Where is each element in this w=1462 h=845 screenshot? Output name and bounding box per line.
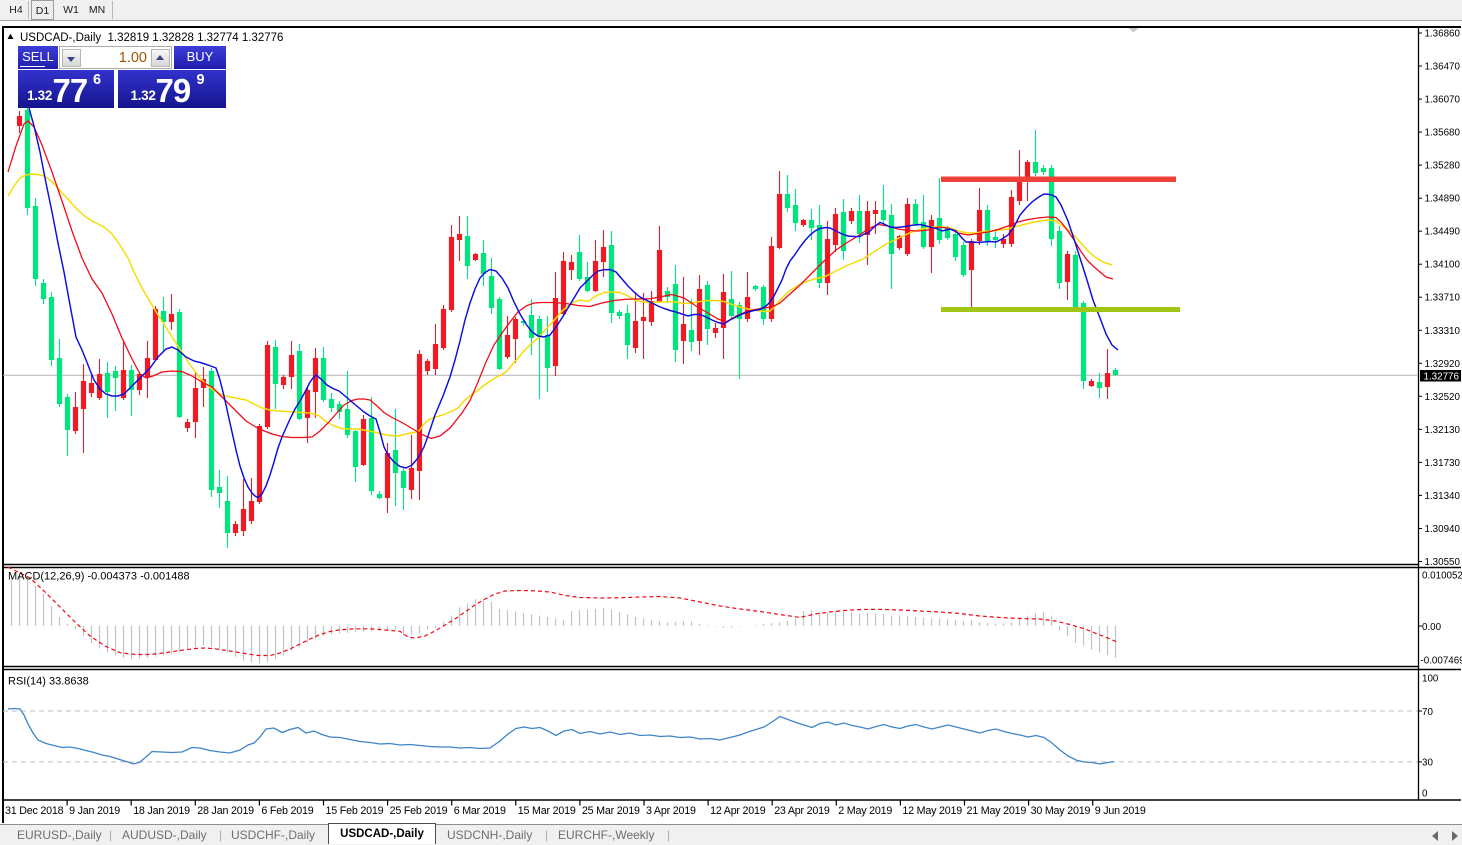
- svg-text:0.010052: 0.010052: [1422, 571, 1462, 582]
- svg-text:100: 100: [1422, 674, 1439, 685]
- svg-text:1.33710: 1.33710: [1425, 293, 1461, 304]
- svg-text:12 May 2019: 12 May 2019: [902, 805, 962, 817]
- svg-text:1.36470: 1.36470: [1425, 62, 1461, 73]
- svg-text:3 Apr 2019: 3 Apr 2019: [646, 805, 696, 817]
- svg-text:0: 0: [1422, 788, 1428, 799]
- svg-text:1.32776: 1.32776: [1424, 371, 1460, 382]
- svg-text:1.34100: 1.34100: [1425, 260, 1461, 271]
- svg-text:9 Jan 2019: 9 Jan 2019: [69, 805, 120, 817]
- svg-text:1.32520: 1.32520: [1425, 392, 1461, 403]
- svg-text:30: 30: [1422, 758, 1433, 769]
- svg-text:1.36070: 1.36070: [1425, 95, 1461, 106]
- svg-text:RSI(14) 33.8638: RSI(14) 33.8638: [8, 676, 89, 688]
- svg-text:15 Mar 2019: 15 Mar 2019: [518, 805, 576, 817]
- svg-text:21 May 2019: 21 May 2019: [967, 805, 1027, 817]
- svg-text:9 Jun 2019: 9 Jun 2019: [1095, 805, 1146, 817]
- svg-text:2 May 2019: 2 May 2019: [838, 805, 892, 817]
- svg-text:1.31340: 1.31340: [1425, 491, 1461, 502]
- svg-text:1.31730: 1.31730: [1425, 458, 1461, 469]
- svg-text:6 Mar 2019: 6 Mar 2019: [454, 805, 506, 817]
- svg-text:31 Dec 2018: 31 Dec 2018: [5, 805, 64, 817]
- svg-text:-0.007469: -0.007469: [1421, 656, 1462, 667]
- svg-text:MACD(12,26,9) -0.004373 -0.001: MACD(12,26,9) -0.004373 -0.001488: [8, 571, 190, 583]
- svg-text:12 Apr 2019: 12 Apr 2019: [710, 805, 766, 817]
- svg-text:1.32130: 1.32130: [1425, 425, 1461, 436]
- svg-text:23 Apr 2019: 23 Apr 2019: [774, 805, 830, 817]
- svg-text:1.32920: 1.32920: [1425, 359, 1461, 370]
- svg-text:1.34490: 1.34490: [1425, 227, 1461, 238]
- svg-text:1.30550: 1.30550: [1425, 557, 1461, 568]
- svg-text:6 Feb 2019: 6 Feb 2019: [261, 805, 313, 817]
- svg-text:1.34890: 1.34890: [1425, 194, 1461, 205]
- svg-text:15 Feb 2019: 15 Feb 2019: [326, 805, 384, 817]
- svg-text:28 Jan 2019: 28 Jan 2019: [197, 805, 254, 817]
- svg-text:1.33310: 1.33310: [1425, 326, 1461, 337]
- svg-text:18 Jan 2019: 18 Jan 2019: [133, 805, 190, 817]
- svg-text:25 Mar 2019: 25 Mar 2019: [582, 805, 640, 817]
- svg-text:1.35680: 1.35680: [1425, 128, 1461, 139]
- svg-text:1.35280: 1.35280: [1425, 161, 1461, 172]
- svg-text:70: 70: [1422, 707, 1433, 718]
- svg-text:0.00: 0.00: [1422, 622, 1442, 633]
- svg-text:30 May 2019: 30 May 2019: [1031, 805, 1091, 817]
- svg-text:1.30940: 1.30940: [1425, 524, 1461, 535]
- svg-text:1.36860: 1.36860: [1425, 29, 1461, 40]
- svg-text:25 Feb 2019: 25 Feb 2019: [390, 805, 448, 817]
